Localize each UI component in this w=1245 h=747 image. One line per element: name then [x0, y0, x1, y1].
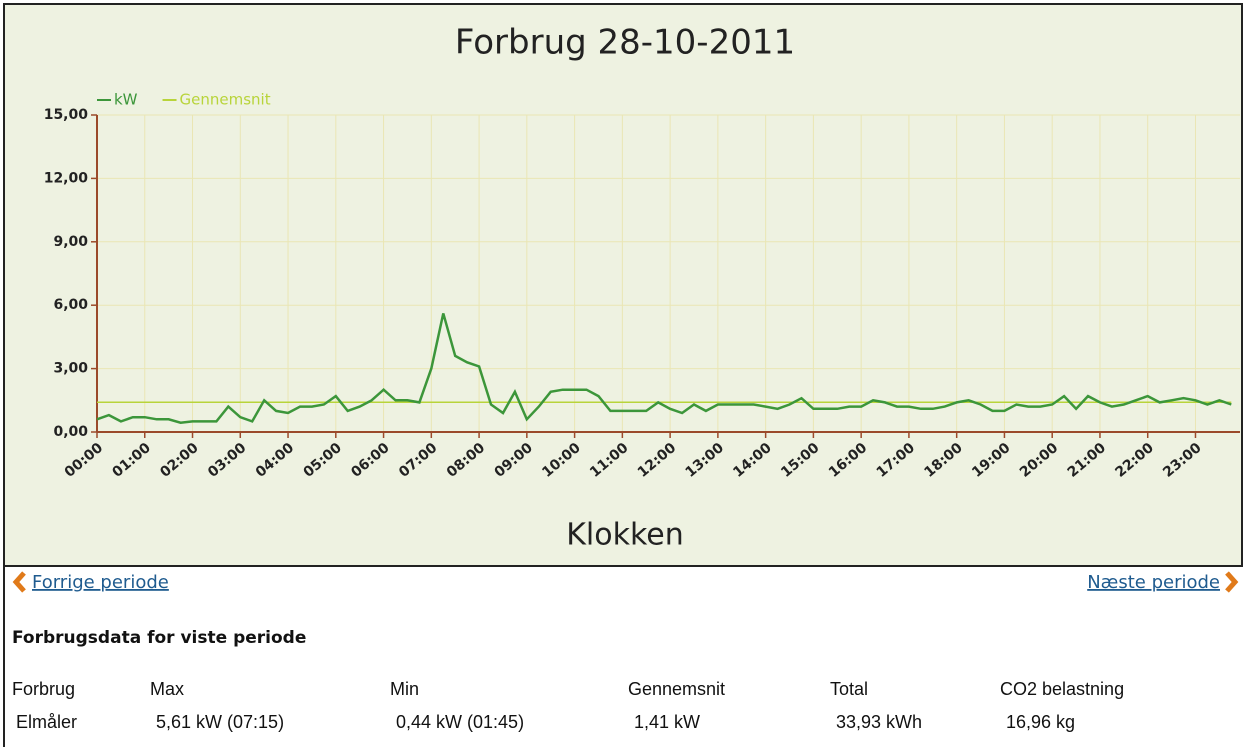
y-tick-label: 12,00 — [44, 170, 89, 186]
chart-title: Forbrug 28-10-2011 — [455, 23, 795, 63]
y-tick-label: 15,00 — [44, 107, 89, 123]
prev-link[interactable]: Forrige periode — [32, 572, 169, 593]
legend-label: kW — [114, 91, 138, 109]
table-header: CO2 belastning — [1000, 679, 1124, 699]
prev-arrow[interactable] — [12, 571, 26, 593]
y-tick-label: 6,00 — [53, 297, 88, 313]
x-axis-label: Klokken — [566, 518, 684, 553]
y-tick-label: 9,00 — [53, 234, 88, 250]
table-cell: 33,93 kWh — [836, 712, 922, 732]
y-tick-label: 0,00 — [53, 424, 88, 440]
table-header: Forbrug — [12, 679, 75, 699]
table-cell: 5,61 kW (07:15) — [156, 712, 284, 732]
table-cell: 0,44 kW (01:45) — [396, 712, 524, 732]
table: Forbrug Max Min Gennemsnit Total CO2 belastni… — [12, 679, 1124, 732]
table-header: Min — [390, 679, 419, 699]
series-line — [96, 313, 1232, 424]
y-tick-label: 3,00 — [53, 361, 88, 377]
section-title: Forbrugsdata for viste periode — [12, 628, 306, 648]
legend-label: Gennemsnit — [180, 91, 271, 109]
next-arrow[interactable] — [1225, 571, 1239, 593]
table-header: Total — [830, 679, 868, 699]
chart-background — [3, 3, 1243, 567]
table-header: Gennemsnit — [628, 679, 725, 699]
table-header: Max — [150, 679, 184, 699]
table-cell: 16,96 kg — [1006, 712, 1075, 732]
next-link[interactable]: Næste periode — [1087, 572, 1220, 593]
table-cell: 1,41 kW — [634, 712, 700, 732]
table-cell: Elmåler — [16, 712, 77, 732]
